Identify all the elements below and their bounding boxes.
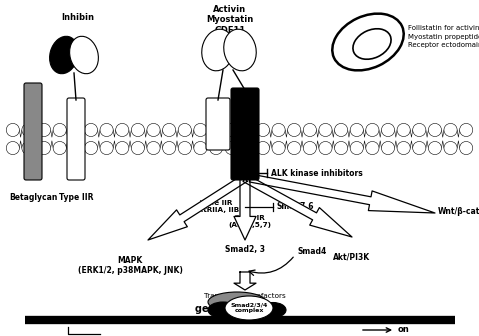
- Circle shape: [319, 141, 332, 155]
- Text: Smad7,6: Smad7,6: [277, 203, 315, 211]
- Circle shape: [6, 123, 19, 136]
- Circle shape: [256, 141, 270, 155]
- Text: Betaglycan: Betaglycan: [9, 193, 57, 202]
- Circle shape: [131, 141, 145, 155]
- Circle shape: [84, 123, 98, 136]
- Text: Transcription cofactors: Transcription cofactors: [204, 293, 286, 299]
- Circle shape: [22, 123, 35, 136]
- Circle shape: [225, 141, 238, 155]
- Circle shape: [350, 123, 363, 136]
- Text: Type IIR
(ActRIIA, IIB): Type IIR (ActRIIA, IIB): [190, 200, 242, 213]
- Circle shape: [225, 123, 238, 136]
- Polygon shape: [234, 178, 256, 240]
- Circle shape: [397, 123, 410, 136]
- Circle shape: [100, 141, 113, 155]
- FancyBboxPatch shape: [206, 98, 230, 150]
- Circle shape: [288, 141, 301, 155]
- Circle shape: [178, 141, 191, 155]
- Circle shape: [381, 141, 395, 155]
- Text: Inhibin: Inhibin: [61, 13, 94, 23]
- Circle shape: [147, 141, 160, 155]
- Circle shape: [37, 123, 51, 136]
- Circle shape: [460, 123, 473, 136]
- Circle shape: [444, 123, 457, 136]
- Circle shape: [100, 123, 113, 136]
- Circle shape: [334, 123, 348, 136]
- Circle shape: [288, 123, 301, 136]
- Circle shape: [444, 141, 457, 155]
- Circle shape: [460, 141, 473, 155]
- Circle shape: [69, 141, 82, 155]
- Circle shape: [37, 141, 51, 155]
- Text: Smad4: Smad4: [298, 248, 327, 256]
- Circle shape: [413, 123, 426, 136]
- Text: Smad2, 3: Smad2, 3: [225, 245, 265, 254]
- Ellipse shape: [208, 292, 266, 312]
- Circle shape: [413, 141, 426, 155]
- Circle shape: [178, 123, 191, 136]
- Circle shape: [53, 141, 66, 155]
- Circle shape: [162, 141, 176, 155]
- Circle shape: [350, 141, 363, 155]
- Polygon shape: [234, 272, 256, 290]
- Circle shape: [194, 123, 207, 136]
- Circle shape: [428, 123, 442, 136]
- Ellipse shape: [260, 302, 286, 318]
- Text: Follistatin for activin and myostatin
Myostatin propeptide for myostatin
Recepto: Follistatin for activin and myostatin My…: [408, 25, 479, 48]
- Polygon shape: [243, 174, 352, 237]
- Ellipse shape: [224, 29, 256, 71]
- Ellipse shape: [353, 29, 391, 59]
- Circle shape: [428, 141, 442, 155]
- Circle shape: [366, 123, 379, 136]
- FancyBboxPatch shape: [24, 83, 42, 180]
- Polygon shape: [249, 174, 435, 213]
- Circle shape: [53, 123, 66, 136]
- Ellipse shape: [225, 296, 273, 320]
- Circle shape: [397, 141, 410, 155]
- Circle shape: [272, 123, 285, 136]
- Circle shape: [131, 123, 145, 136]
- Ellipse shape: [69, 36, 98, 74]
- Text: MAPK
(ERK1/2, p38MAPK, JNK): MAPK (ERK1/2, p38MAPK, JNK): [78, 256, 182, 276]
- Circle shape: [241, 123, 254, 136]
- FancyBboxPatch shape: [67, 98, 85, 180]
- Text: gene expression: gene expression: [194, 304, 285, 314]
- Text: ALK kinase inhibitors: ALK kinase inhibitors: [271, 168, 363, 177]
- Text: on: on: [398, 326, 410, 335]
- Circle shape: [334, 141, 348, 155]
- Text: Wnt/β-catenin: Wnt/β-catenin: [438, 208, 479, 216]
- Circle shape: [272, 141, 285, 155]
- Circle shape: [22, 141, 35, 155]
- Circle shape: [162, 123, 176, 136]
- Text: Type IR
(ALK4,5,7): Type IR (ALK4,5,7): [228, 215, 272, 228]
- Circle shape: [303, 123, 317, 136]
- Circle shape: [84, 141, 98, 155]
- FancyBboxPatch shape: [231, 88, 259, 180]
- Ellipse shape: [50, 36, 79, 74]
- Circle shape: [366, 141, 379, 155]
- Circle shape: [209, 141, 223, 155]
- Text: Smad2/3/4
complex: Smad2/3/4 complex: [230, 303, 268, 313]
- Ellipse shape: [202, 29, 234, 71]
- Text: Activin
Myostatin
GDF11: Activin Myostatin GDF11: [206, 5, 253, 35]
- Circle shape: [381, 123, 395, 136]
- Circle shape: [256, 123, 270, 136]
- Text: Akt/PI3K: Akt/PI3K: [333, 252, 371, 261]
- Circle shape: [6, 141, 19, 155]
- Circle shape: [116, 123, 129, 136]
- Circle shape: [241, 141, 254, 155]
- Circle shape: [209, 123, 223, 136]
- Ellipse shape: [208, 302, 238, 318]
- Polygon shape: [148, 175, 247, 240]
- Text: Type IIR: Type IIR: [59, 193, 93, 202]
- Circle shape: [303, 141, 317, 155]
- Circle shape: [116, 141, 129, 155]
- Circle shape: [194, 141, 207, 155]
- Circle shape: [319, 123, 332, 136]
- Circle shape: [147, 123, 160, 136]
- Circle shape: [69, 123, 82, 136]
